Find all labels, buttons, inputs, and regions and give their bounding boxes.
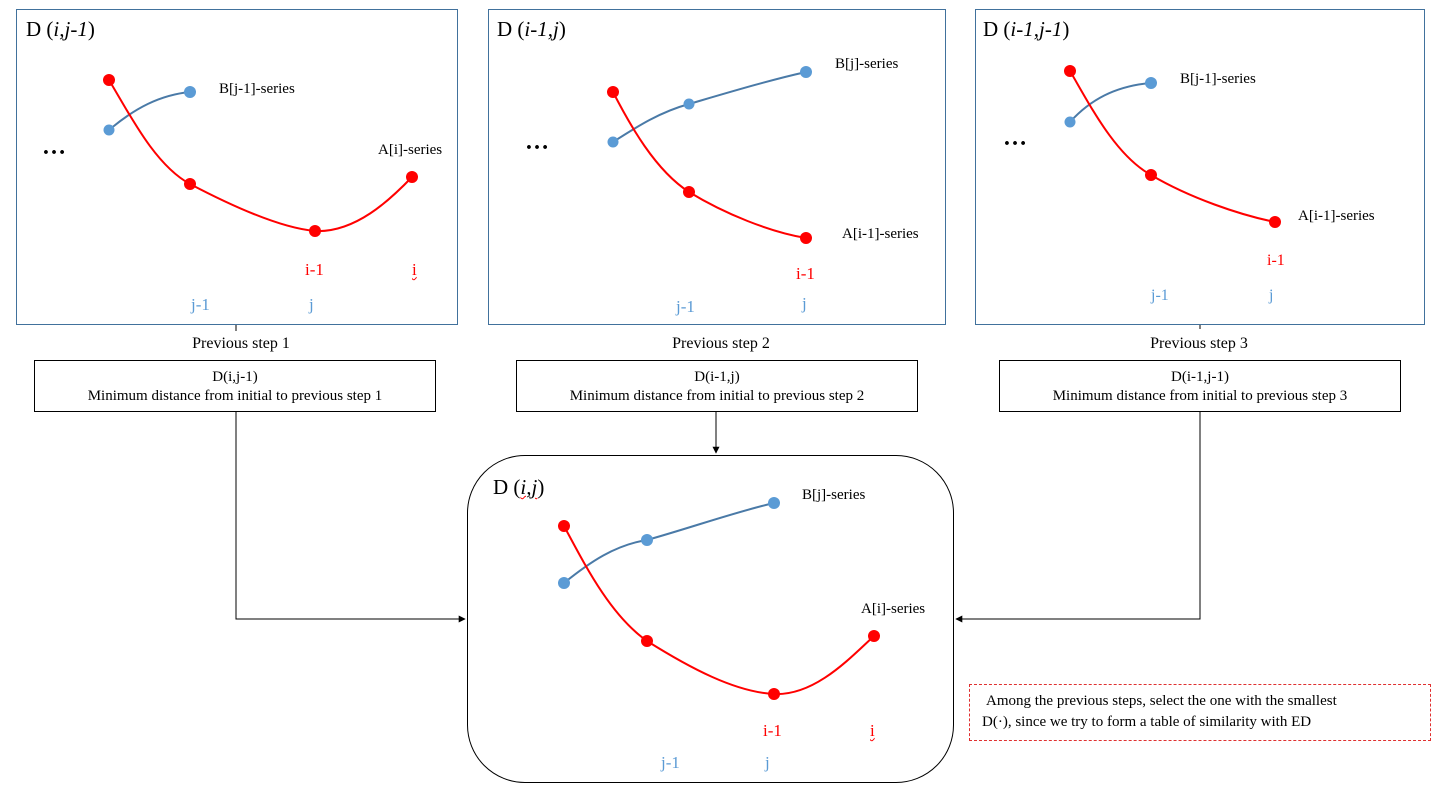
center-index-j-minus-1: j-1 xyxy=(661,753,680,772)
selection-note-line-2: D(·), since we try to form a table of si… xyxy=(982,714,1312,730)
panel-3-title-italic: i-1,j-1 xyxy=(1010,17,1063,41)
selection-note-line-1: Among the previous steps, select the one… xyxy=(986,693,1337,709)
center-title: D (i,j) xyxy=(493,475,544,500)
panel-3-index-j: j xyxy=(1269,287,1274,304)
center-index-i: i xyxy=(870,721,875,740)
center-index-i-minus-1: i-1 xyxy=(763,721,782,740)
panel-1-index-j-minus-1: j-1 xyxy=(191,295,210,314)
step-1-label: Previous step 1 xyxy=(192,335,290,352)
step-2-distance-symbol: D(i-1,j) xyxy=(694,369,740,385)
panel-1-ellipsis: … xyxy=(42,134,67,160)
panel-3-title-suffix: ) xyxy=(1062,17,1070,41)
step-3-label: Previous step 3 xyxy=(1150,335,1248,352)
step-3-distance-description: Minimum distance from initial to previou… xyxy=(1052,388,1348,404)
panel-2-title-prefix: D ( xyxy=(497,17,525,41)
center-title-prefix: D ( xyxy=(493,475,521,499)
current-step-frame xyxy=(467,455,954,783)
panel-2-index-j-minus-1: j-1 xyxy=(676,297,695,316)
step-1-distance-box: D(i,j-1) Minimum distance from initial t… xyxy=(34,360,436,412)
panel-1-a-series-label: A[i]-series xyxy=(378,142,443,158)
center-title-italic: i,j xyxy=(520,475,538,499)
panel-1-title-prefix: D ( xyxy=(26,17,54,41)
panel-3-index-j-minus-1: j-1 xyxy=(1151,287,1169,304)
panel-2-ellipsis: … xyxy=(525,129,550,155)
panel-3-title: D (i-1,j-1) xyxy=(983,17,1069,42)
step-2-distance-box: D(i-1,j) Minimum distance from initial t… xyxy=(516,360,918,412)
center-b-series-label: B[j]-series xyxy=(802,487,866,503)
panel-previous-step-1 xyxy=(16,9,458,325)
step-3-distance-box: D(i-1,j-1) Minimum distance from initial… xyxy=(999,360,1401,412)
panel-3-b-series-label: B[j-1]-series xyxy=(1180,71,1256,87)
panel-1-index-i-minus-1: i-1 xyxy=(305,260,324,279)
panel-2-title-suffix: ) xyxy=(558,17,566,41)
connector-arrow-step-3 xyxy=(955,412,1201,623)
center-title-suffix: ) xyxy=(537,475,545,499)
panel-2-a-series-label: A[i-1]-series xyxy=(842,226,919,242)
panel-1-title-italic: i,j-1 xyxy=(53,17,88,41)
panel-2-index-i-minus-1: i-1 xyxy=(796,264,815,283)
panel-1-b-series-label: B[j-1]-series xyxy=(219,81,295,97)
panel-previous-step-3 xyxy=(975,9,1425,325)
panel-1-index-i: i xyxy=(412,260,417,279)
panel-3-index-i-minus-1: i-1 xyxy=(1267,252,1285,269)
panel-1-title-suffix: ) xyxy=(87,17,95,41)
panel-2-b-series-label: B[j]-series xyxy=(835,56,899,72)
step-3-distance-symbol: D(i-1,j-1) xyxy=(1171,369,1229,385)
connector-arrow-step-1 xyxy=(235,412,466,623)
panel-3-title-prefix: D ( xyxy=(983,17,1011,41)
panel-2-title: D (i-1,j) xyxy=(497,17,566,42)
panel-1-index-j: j xyxy=(309,295,314,314)
step-2-label: Previous step 2 xyxy=(672,335,770,352)
panel-3-ellipsis: … xyxy=(1003,125,1028,151)
step-2-distance-description: Minimum distance from initial to previou… xyxy=(569,388,865,404)
panel-1-title: D (i,j-1) xyxy=(26,17,95,42)
center-index-j: j xyxy=(765,753,770,772)
step-1-distance-description: Minimum distance from initial to previou… xyxy=(87,388,383,404)
center-a-series-label: A[i]-series xyxy=(861,601,926,617)
panel-3-a-series-label: A[i-1]-series xyxy=(1298,208,1375,224)
step-1-distance-symbol: D(i,j-1) xyxy=(212,369,258,385)
panel-2-index-j: j xyxy=(802,294,807,313)
panel-2-title-italic: i-1,j xyxy=(524,17,559,41)
selection-note: Among the previous steps, select the one… xyxy=(969,684,1431,741)
